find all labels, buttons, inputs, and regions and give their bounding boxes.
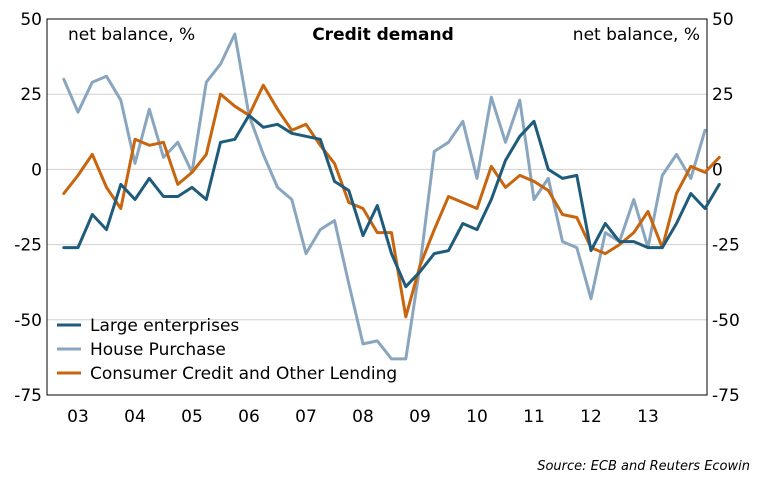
legend: Large enterprises House Purchase Consumer … xyxy=(57,316,397,384)
x-tick-label: 09 xyxy=(409,407,431,427)
x-axis: 03 04 05 06 07 08 09 10 11 12 13 xyxy=(67,407,659,427)
x-tick-label: 04 xyxy=(124,407,146,427)
y-tick-label-left: -75 xyxy=(14,386,42,406)
y-axis-right: 50 25 0 -25 -50 -75 xyxy=(712,10,740,406)
y-tick-label-right: -25 xyxy=(712,236,740,256)
series-line-consumer-credit-and-other-lending xyxy=(62,83,721,319)
y-tick-label-left: 25 xyxy=(20,85,42,105)
legend-label-large-enterprises: Large enterprises xyxy=(90,316,239,336)
y-axis-right-unit-label: net balance, % xyxy=(573,25,700,45)
y-tick-label-left: -25 xyxy=(14,236,42,256)
x-tick-label: 10 xyxy=(466,407,488,427)
y-tick-label-right: 25 xyxy=(712,85,734,105)
x-tick-label: 03 xyxy=(67,407,89,427)
y-tick-label-right: -75 xyxy=(712,386,740,406)
x-tick-label: 13 xyxy=(637,407,659,427)
y-tick-label-left: -50 xyxy=(14,311,42,331)
legend-label-house-purchase: House Purchase xyxy=(90,340,226,360)
y-tick-label-right: -50 xyxy=(712,311,740,331)
x-tick-label: 11 xyxy=(523,407,545,427)
series-lines xyxy=(62,32,721,361)
x-tick-label: 12 xyxy=(580,407,602,427)
x-tick-label: 05 xyxy=(181,407,203,427)
y-tick-label-right: 0 xyxy=(712,160,723,180)
y-tick-label-right: 50 xyxy=(712,10,734,30)
x-tick-label: 06 xyxy=(238,407,260,427)
gridlines xyxy=(47,93,707,321)
y-tick-label-left: 0 xyxy=(31,160,42,180)
x-tick-label: 08 xyxy=(352,407,374,427)
series-line-house-purchase xyxy=(62,32,707,361)
series-line-large-enterprises xyxy=(62,113,721,289)
y-axis-left-unit-label: net balance, % xyxy=(68,25,195,45)
source-note: Source: ECB and Reuters Ecowin xyxy=(537,459,750,474)
legend-label-consumer-credit-and-other-lending: Consumer Credit and Other Lending xyxy=(90,364,397,384)
chart-title: Credit demand xyxy=(312,25,454,45)
x-tick-label: 07 xyxy=(295,407,317,427)
y-axis-left: 50 25 0 -25 -50 -75 xyxy=(14,10,42,406)
y-tick-label-left: 50 xyxy=(20,10,42,30)
